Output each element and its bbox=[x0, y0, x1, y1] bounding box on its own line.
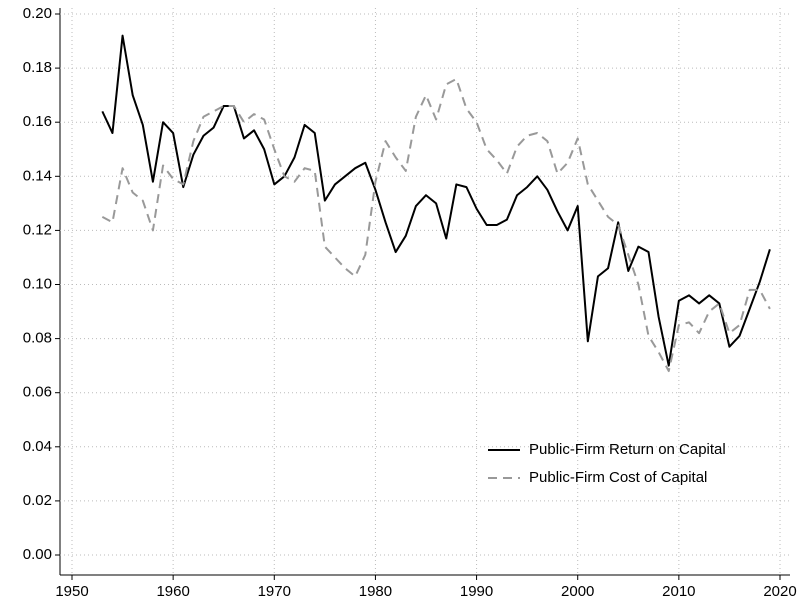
x-tick-label: 2010 bbox=[662, 583, 695, 600]
y-tick-label: 0.00 bbox=[23, 546, 52, 563]
y-tick-label: 0.08 bbox=[23, 330, 52, 347]
y-tick-label: 0.18 bbox=[23, 59, 52, 76]
y-tick-label: 0.16 bbox=[23, 113, 52, 130]
series-line bbox=[101, 77, 771, 373]
legend-label: Public-Firm Cost of Capital bbox=[529, 469, 707, 486]
x-tick-label: 1950 bbox=[55, 583, 88, 600]
y-tick-label: 0.20 bbox=[23, 5, 52, 22]
x-tick-label: 1980 bbox=[359, 583, 392, 600]
y-tick-label: 0.14 bbox=[23, 167, 52, 184]
x-tick-label: 1960 bbox=[156, 583, 189, 600]
y-tick-label: 0.12 bbox=[23, 221, 52, 238]
y-tick-label: 0.02 bbox=[23, 492, 52, 509]
x-tick-label: 2000 bbox=[561, 583, 594, 600]
y-tick-label: 0.06 bbox=[23, 384, 52, 401]
x-tick-label: 2020 bbox=[763, 583, 796, 600]
legend-label: Public-Firm Return on Capital bbox=[529, 441, 726, 458]
series-line bbox=[101, 34, 771, 367]
y-tick-label: 0.10 bbox=[23, 275, 52, 292]
x-tick-label: 1970 bbox=[258, 583, 291, 600]
x-tick-label: 1990 bbox=[460, 583, 493, 600]
y-tick-label: 0.04 bbox=[23, 438, 52, 455]
